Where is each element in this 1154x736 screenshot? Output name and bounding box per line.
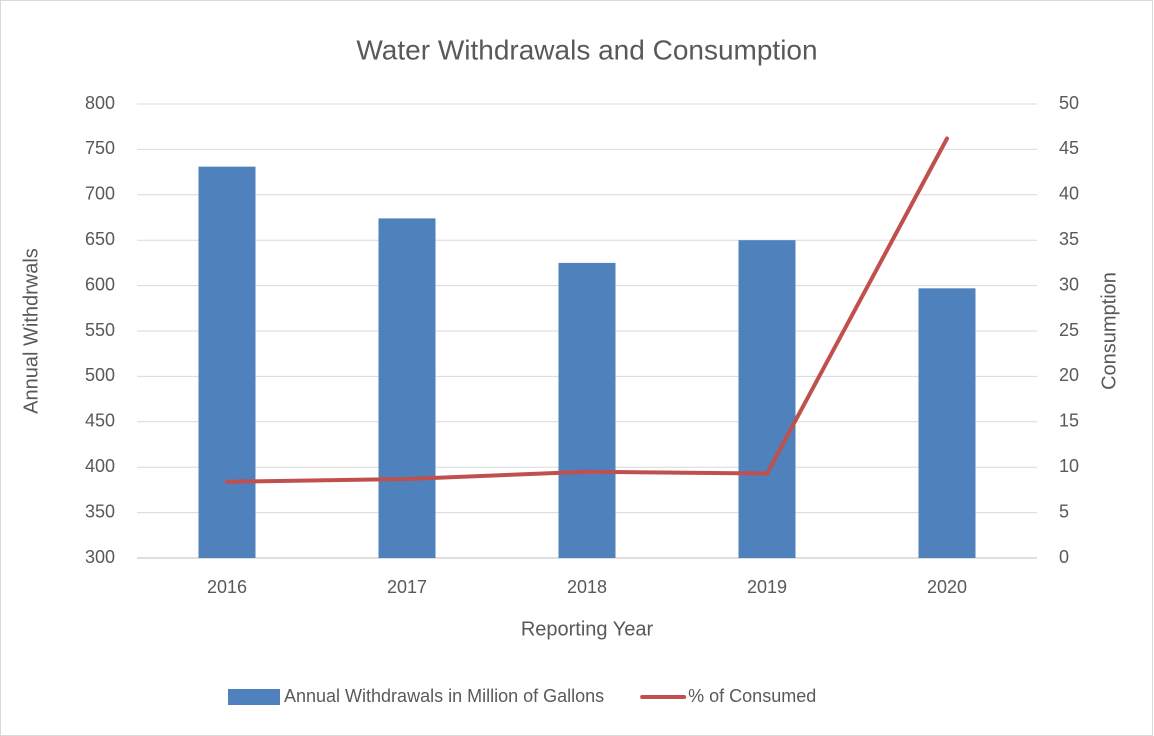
y2-tick-label: 20 — [1059, 365, 1079, 385]
y2-tick-label: 30 — [1059, 274, 1079, 294]
x-tick-label: 2019 — [747, 577, 787, 597]
y2-tick-label: 40 — [1059, 184, 1079, 204]
y-tick-label: 600 — [85, 274, 115, 294]
line — [225, 136, 949, 484]
y-tick-label: 650 — [85, 229, 115, 249]
chart-title: Water Withdrawals and Consumption — [356, 34, 817, 65]
y-tick-label: 400 — [85, 456, 115, 476]
y-tick-label: 800 — [85, 93, 115, 113]
y-tick-label: 500 — [85, 365, 115, 385]
x-tick-label: 2020 — [927, 577, 967, 597]
y2-tick-label: 0 — [1059, 547, 1069, 567]
y-tick-label: 350 — [85, 501, 115, 521]
y2-tick-label: 15 — [1059, 411, 1079, 431]
y2-tick-label: 10 — [1059, 456, 1079, 476]
y-tick-label: 300 — [85, 547, 115, 567]
y-tick-label: 450 — [85, 411, 115, 431]
bar — [378, 218, 436, 558]
bar — [558, 262, 616, 558]
y2-axis-title: Consumption — [1098, 272, 1120, 390]
x-tick-label: 2018 — [567, 577, 607, 597]
y2-tick-label: 5 — [1059, 501, 1069, 521]
y-tick-label: 700 — [85, 184, 115, 204]
bar — [198, 166, 256, 559]
y2-tick-label: 50 — [1059, 93, 1079, 113]
bar — [738, 240, 796, 558]
y2-tick-label: 45 — [1059, 138, 1079, 158]
y2-tick-label: 35 — [1059, 229, 1079, 249]
y2-tick-label: 25 — [1059, 320, 1079, 340]
legend-swatch — [228, 689, 280, 705]
x-tick-label: 2016 — [207, 577, 247, 597]
y-axis-title: Annual Withdrwals — [20, 248, 42, 414]
x-tick-label: 2017 — [387, 577, 427, 597]
y-tick-label: 550 — [85, 320, 115, 340]
legend-label: Annual Withdrawals in Million of Gallons — [284, 686, 604, 706]
bar — [918, 288, 976, 558]
x-axis-title: Reporting Year — [521, 618, 654, 640]
y-tick-label: 750 — [85, 138, 115, 158]
legend-label: % of Consumed — [688, 686, 816, 706]
